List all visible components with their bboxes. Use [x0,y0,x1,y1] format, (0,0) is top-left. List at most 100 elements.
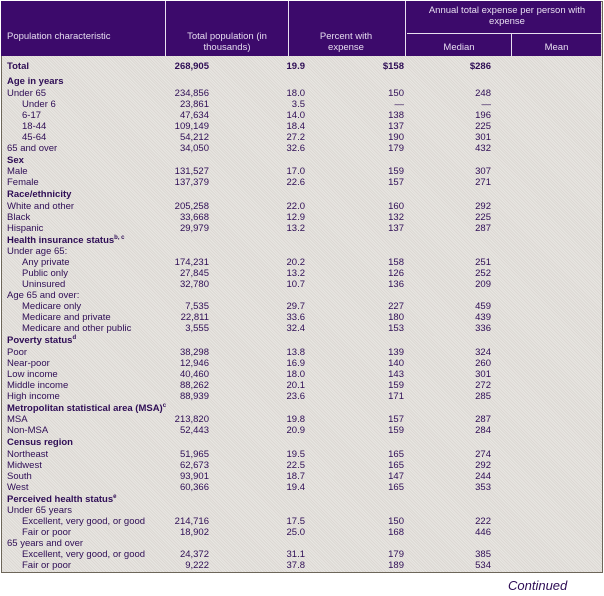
row-label: South [7,471,32,482]
table-row: High income 88,939 23.6 171 285 [1,391,601,402]
row-label: Middle income [7,380,68,391]
percent-cell: 14.0 [286,109,306,121]
table-row: Middle income 88,262 20.1 159 272 [1,380,601,391]
row-label-text: Public only [22,268,68,279]
total-population-cell: 24,372 [179,549,209,560]
divider [407,33,601,34]
row-label: Black [7,212,30,223]
median-cell: 143 [388,368,404,380]
total-population-cell: 52,443 [179,425,209,436]
mean-cell: 271 [475,177,491,188]
percent-cell: 25.0 [286,527,306,538]
row-label-text: Metropolitan statistical area (MSA) [7,402,163,414]
divider [288,1,289,56]
row-label: Medicare and private [22,312,111,323]
total-population-cell: 27,845 [179,268,209,279]
mean-cell: 287 [475,414,491,425]
total-population-cell: 9,222 [185,560,209,571]
row-label: Any private [22,257,70,268]
percent-cell: 29.7 [286,301,306,312]
row-label-text: Near-poor [7,357,50,369]
row-label-text: Non-MSA [7,425,49,436]
row-label: Under 65 years [7,505,72,516]
row-label-text: Health insurance status [7,234,115,246]
total-population-cell: 214,716 [174,516,209,527]
row-label-text: Census region [7,437,73,448]
row-label: Uninsured [22,279,65,290]
total-population-cell: 88,262 [179,379,209,391]
median-cell: 158 [388,257,404,268]
percent-cell: 13.2 [286,268,306,279]
mean-cell: 446 [475,527,491,538]
header-expense-group: Annual total expense per person with exp… [428,5,586,27]
table-row: Medicare and other public 3,555 32.4 153 336 [1,323,601,334]
row-label: Fair or poor [22,560,71,571]
table-row: Under 6 23,861 3.5 — — [1,99,601,110]
table-row: Midwest 62,673 22.5 165 292 [1,460,601,471]
mean-cell: 225 [475,120,491,132]
median-cell: 150 [388,87,404,99]
row-label-text: 65 years and over [7,538,84,549]
row-label: Perceived health statuse [7,493,116,507]
median-cell: 132 [388,211,404,223]
row-label-text: Under 65 [7,87,47,99]
divider [511,33,512,56]
mean-cell: 274 [475,448,491,460]
percent-cell: 20.9 [286,425,306,436]
percent-cell: 19.9 [286,61,306,72]
percent-cell: 32.4 [286,323,306,334]
row-label: Low income [7,369,58,380]
mean-cell: 459 [475,301,491,312]
total-population-cell: 109,149 [174,120,209,132]
median-cell: 179 [388,142,404,154]
percent-cell: 18.0 [286,368,306,380]
median-cell: 165 [388,481,404,493]
row-label: Near-poor [7,358,50,369]
table-row: Fair or poor 9,222 37.8 189 534 [1,560,601,571]
row-label: Race/ethnicity [7,188,71,202]
row-label: Excellent, very good, or good [22,549,145,560]
row-label-text: Midwest [7,459,42,471]
percent-cell: 18.4 [286,120,306,132]
table-header: Population characteristic Total populati… [1,1,601,56]
percent-cell: 10.7 [286,279,306,290]
row-label: Under age 65: [7,246,67,257]
total-population-cell: 34,050 [179,142,209,154]
table-row: Fair or poor 18,902 25.0 168 446 [1,527,601,538]
row-label: Medicare and other public [22,323,131,334]
row-label: Total [7,61,29,72]
row-label-text: Hispanic [7,222,44,234]
row-label: High income [7,391,60,402]
row-label: Non-MSA [7,425,48,436]
median-cell: 168 [388,527,404,538]
table-row: 18-44 109,149 18.4 137 225 [1,121,601,132]
row-label-text: MSA [7,414,28,425]
table-row: MSA 213,820 19.8 157 287 [1,414,601,425]
percent-cell: 31.1 [286,549,306,560]
row-label: Census region [7,436,73,450]
mean-cell: — [481,98,492,110]
table-row: 65 and over 34,050 32.6 179 432 [1,143,601,154]
divider [405,1,406,56]
row-label: Northeast [7,449,48,460]
mean-cell: 209 [475,279,491,290]
table-row: 65 years and over [1,538,601,549]
total-population-cell: 268,905 [174,61,209,72]
row-label-text: Sex [7,154,24,166]
mean-cell: 222 [475,516,491,527]
row-label-text: Black [7,211,31,223]
row-label-text: Medicare only [22,301,82,312]
mean-cell: 260 [475,357,491,369]
total-population-cell: 234,856 [174,87,209,99]
percent-cell: 13.8 [286,346,306,358]
total-population-cell: 93,901 [179,470,209,482]
table-row: Medicare only 7,535 29.7 227 459 [1,301,601,312]
row-label: Under 6 [22,99,56,110]
percent-cell: 27.2 [286,131,306,143]
row-label: Poor [7,347,27,358]
row-label-text: Any private [22,257,70,268]
header-total-population: Total population (in thousands) [187,31,267,53]
percent-cell: 19.8 [286,414,306,425]
mean-cell: 534 [475,560,491,571]
section-header-row: Race/ethnicity [1,188,601,201]
